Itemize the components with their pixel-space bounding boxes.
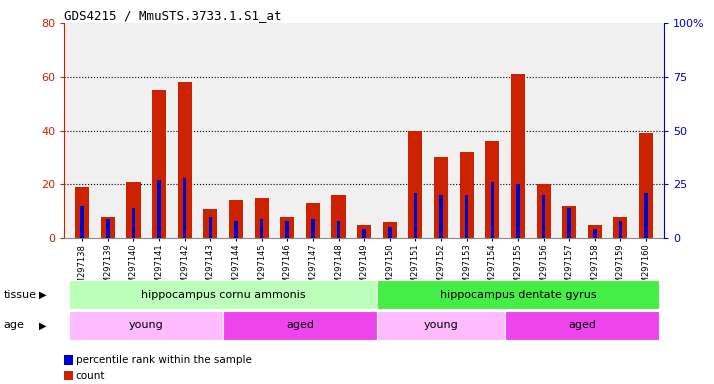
Bar xyxy=(69,280,377,309)
Bar xyxy=(203,209,217,238)
Bar xyxy=(408,131,423,238)
Bar xyxy=(208,217,212,238)
Text: percentile rank within the sample: percentile rank within the sample xyxy=(76,355,251,365)
Bar xyxy=(126,182,141,238)
Bar xyxy=(568,208,571,238)
Bar xyxy=(234,221,238,238)
Bar xyxy=(69,311,223,340)
Bar xyxy=(505,311,659,340)
Text: young: young xyxy=(423,320,458,331)
Bar xyxy=(434,157,448,238)
Bar xyxy=(331,195,346,238)
Bar xyxy=(306,203,320,238)
Bar xyxy=(588,225,602,238)
Text: aged: aged xyxy=(568,320,596,331)
Bar xyxy=(639,133,653,238)
Bar xyxy=(486,141,499,238)
Bar xyxy=(593,230,597,238)
Bar xyxy=(337,221,341,238)
Bar xyxy=(357,225,371,238)
Bar xyxy=(511,74,525,238)
Bar xyxy=(101,217,115,238)
Text: GDS4215 / MmuSTS.3733.1.S1_at: GDS4215 / MmuSTS.3733.1.S1_at xyxy=(64,9,282,22)
Text: hippocampus cornu ammonis: hippocampus cornu ammonis xyxy=(141,290,306,300)
Text: ▶: ▶ xyxy=(39,290,47,300)
Text: ▶: ▶ xyxy=(39,320,47,331)
Bar xyxy=(377,311,505,340)
Bar xyxy=(255,198,268,238)
Bar xyxy=(106,219,109,238)
Bar xyxy=(81,206,84,238)
Bar xyxy=(377,280,659,309)
Bar xyxy=(516,184,520,238)
Bar xyxy=(363,230,366,238)
Bar xyxy=(619,221,622,238)
Bar xyxy=(131,208,135,238)
Bar xyxy=(223,311,377,340)
Bar xyxy=(311,219,315,238)
Bar xyxy=(183,178,186,238)
Bar xyxy=(178,82,192,238)
Text: hippocampus dentate gyrus: hippocampus dentate gyrus xyxy=(440,290,596,300)
Text: tissue: tissue xyxy=(4,290,36,300)
Bar xyxy=(644,193,648,238)
Bar xyxy=(280,217,294,238)
Bar xyxy=(491,182,494,238)
Bar xyxy=(413,193,417,238)
Bar xyxy=(536,184,550,238)
Text: count: count xyxy=(76,371,105,381)
Bar xyxy=(542,195,545,238)
Bar xyxy=(229,200,243,238)
Bar xyxy=(383,222,397,238)
Bar xyxy=(152,90,166,238)
Bar xyxy=(260,219,263,238)
Bar xyxy=(75,187,89,238)
Bar xyxy=(460,152,473,238)
Bar xyxy=(388,227,391,238)
Text: young: young xyxy=(129,320,164,331)
Bar xyxy=(286,221,289,238)
Bar xyxy=(562,206,576,238)
Bar xyxy=(613,217,628,238)
Bar xyxy=(439,195,443,238)
Text: aged: aged xyxy=(286,320,314,331)
Bar xyxy=(465,195,468,238)
Text: age: age xyxy=(4,320,24,331)
Bar xyxy=(157,180,161,238)
